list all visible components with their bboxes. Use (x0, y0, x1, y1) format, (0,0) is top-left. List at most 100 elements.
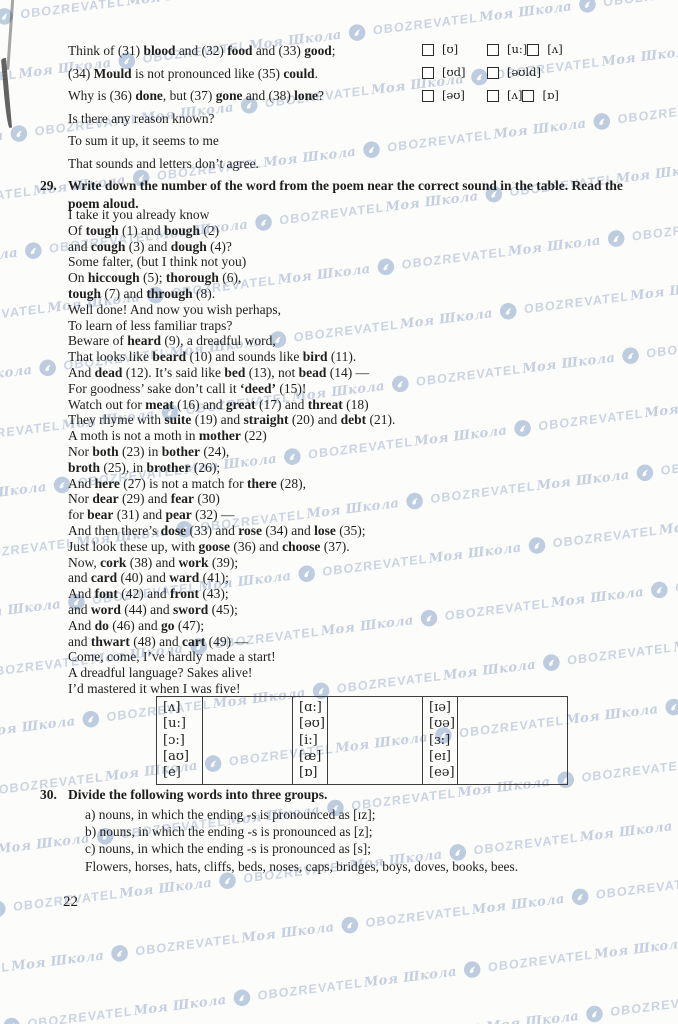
poem-line: To learn of less familiar traps? (68, 317, 233, 333)
checkbox-icon[interactable] (487, 43, 499, 56)
group-definitions: a) nouns, in which the ending -s is pron… (85, 806, 518, 858)
sound-option: [ʌ] (527, 42, 563, 56)
poem-line: Some falter, (but I think not you) (68, 254, 247, 270)
sound-option: [ʊd] (422, 65, 487, 79)
poem-line: broth (25), in brother (26); (68, 459, 221, 475)
exercise-30-heading: 30. Divide the following words into thre… (40, 786, 640, 804)
phonetic-label: [ʊd] (442, 65, 466, 79)
group-definition: c) nouns, in which the ending -s is pron… (85, 841, 371, 857)
phonetic-symbol: [ɜ:] (429, 732, 451, 748)
sound-option: [əʊld] (487, 65, 541, 79)
phonetic-label: [u:] (507, 42, 528, 56)
poem-line: and cough (3) and dough (4)? (68, 238, 232, 254)
phonetic-symbol: [əʊ] (299, 716, 325, 732)
checkbox-icon[interactable] (487, 66, 499, 79)
poem-line: Nor both (23) in bother (24), (68, 443, 230, 459)
checkbox-icon[interactable] (422, 43, 434, 56)
phonetic-label: [ʊ] (442, 42, 459, 56)
word-list: Flowers, horses, hats, cliffs, beds, nos… (85, 858, 519, 874)
exercise-30-number: 30. (40, 787, 57, 802)
checkbox-row: [əʊ] [ʌ] [ɒ] (422, 88, 563, 111)
stanza-line: Why is (36) done, but (37) gone and (38)… (68, 88, 324, 104)
poem-line: Nor dear (29) and fear (30) (68, 491, 220, 507)
sound-option: [ʌ] (487, 88, 522, 102)
poem-line: And do (46) and go (47); (68, 617, 205, 633)
intro-stanza: Think of (31) blood and (32) food and (3… (68, 40, 335, 176)
checkbox-icon[interactable] (527, 43, 540, 56)
sound-symbols-cell: [ɪə] [ʊə] [ɜ:] [eɪ] [eə] (422, 695, 458, 786)
poem-line: and word (44) and sword (45); (68, 601, 238, 617)
checkbox-icon[interactable] (522, 89, 535, 102)
sound-option: [u:] (487, 42, 527, 56)
checkbox-row: [ʊ] [u:] [ʌ] (422, 42, 563, 65)
poem-line: Of tough (1) and bough (2) (68, 222, 220, 238)
stanza-line: That sounds and letters don’t agree. (68, 155, 259, 171)
stanza-line: (34) Mould is not pronounced like (35) c… (68, 65, 318, 81)
phonetic-symbol: [ɑ:] (299, 700, 322, 715)
checkbox-row: [ʊd] [əʊld] (422, 65, 563, 88)
exercise-29-title: Write down the number of the word from t… (68, 178, 623, 211)
phonetic-label: [ɒ] (542, 88, 559, 102)
answer-cell (327, 695, 423, 786)
checkbox-icon[interactable] (422, 89, 434, 102)
poem-line: tough (7) and through (8). (68, 285, 216, 301)
phonetic-label: [əʊld] (507, 65, 541, 79)
sound-table: [ʌ] [u:] [ɔ:] [aʊ] [e] [ɑ:] [əʊ] [i:] [æ] [ɒ] [ɪ… (156, 695, 568, 786)
phonetic-symbol: [e] (163, 765, 181, 781)
phonetic-symbol: [eə] (429, 765, 455, 781)
stanza-line: Is there any reason known? (68, 110, 215, 126)
phonetic-label: [ʌ] (507, 88, 523, 102)
phonetic-symbol: [i:] (299, 732, 318, 748)
exercise-30-title: Divide the following words into three gr… (68, 787, 328, 802)
checkbox-icon[interactable] (422, 66, 434, 79)
phonetic-symbol: [ɪə] (429, 700, 451, 715)
poem-line: Now, cork (38) and work (39); (68, 554, 239, 570)
poem-line: for bear (31) and pear (32) — (68, 507, 235, 523)
poem-line: And font (42) and front (43); (68, 586, 229, 602)
phonetic-label: [ʌ] (547, 42, 563, 56)
phonetic-symbol: [aʊ] (163, 748, 189, 764)
poem-line: And here (27) is not a match for there (… (68, 475, 306, 491)
poem-line: I take it you already know (68, 207, 210, 222)
exercise-30-items: a) nouns, in which the ending -s is pron… (85, 806, 518, 875)
poem-line: and thwart (48) and cart (49) — (68, 633, 248, 649)
phonetic-symbol: [eɪ] (429, 748, 451, 764)
phonetic-symbol: [u:] (163, 716, 186, 732)
poem-line: Well done! And now you wish perhaps, (68, 301, 282, 317)
page-number: 22 (63, 894, 78, 910)
group-definition: a) nouns, in which the ending -s is pron… (85, 807, 376, 822)
poem-line: I’d mastered it when I was five! (68, 680, 241, 696)
sound-checkbox-grid: [ʊ] [u:] [ʌ] [ʊd] [əʊld] [əʊ] [ʌ] (422, 42, 563, 111)
answer-cell (456, 695, 568, 786)
poem-line: On hiccough (5); thorough (6), (68, 270, 242, 286)
poem-line: That looks like beard (10) and sounds li… (68, 349, 357, 365)
sound-option: [əʊ] (422, 88, 487, 102)
group-definition: b) nouns, in which the ending -s is pron… (85, 824, 373, 840)
poem-line: They rhyme with suite (19) and straight … (68, 412, 396, 428)
poem-line: For goodness’ sake don’t call it ‘deed’ … (68, 380, 307, 396)
phonetic-symbol: [ɒ] (299, 765, 318, 781)
phonetic-symbol: [ɔ:] (163, 732, 185, 748)
exercise-29-heading: 29. Write down the number of the word fr… (40, 177, 640, 212)
poem-line: A dreadful language? Sakes alive! (68, 665, 253, 681)
sound-option: [ʊ] (422, 42, 487, 56)
poem-line: Beware of heard (9), a dreadful word, (68, 333, 276, 349)
poem-line: Just look these up, with goose (36) and … (68, 538, 350, 554)
stanza-line: Think of (31) blood and (32) food and (3… (68, 43, 336, 58)
poem: I take it you already know Of tough (1) … (68, 207, 395, 697)
poem-line: and card (40) and ward (41); (68, 570, 229, 586)
sound-symbols-cell: [ʌ] [u:] [ɔ:] [aʊ] [e] (156, 695, 203, 786)
phonetic-symbol: [ʊə] (429, 716, 455, 732)
checkbox-icon[interactable] (487, 89, 499, 102)
poem-line: Watch out for meat (16) and great (17) a… (68, 396, 369, 412)
phonetic-symbol: [ʌ] (163, 700, 181, 715)
stanza-line: To sum it up, it seems to me (68, 133, 219, 149)
poem-line: A moth is not a moth in mother (22) (68, 428, 267, 444)
sound-symbols-cell: [ɑ:] [əʊ] [i:] [æ] [ɒ] (292, 695, 328, 786)
answer-cell (202, 695, 293, 786)
poem-line: And then there’s dose (33) and rose (34)… (68, 522, 366, 538)
poem-line: Come, come, I’ve hardly made a start! (68, 649, 276, 665)
sound-option: [ɒ] (522, 88, 559, 102)
